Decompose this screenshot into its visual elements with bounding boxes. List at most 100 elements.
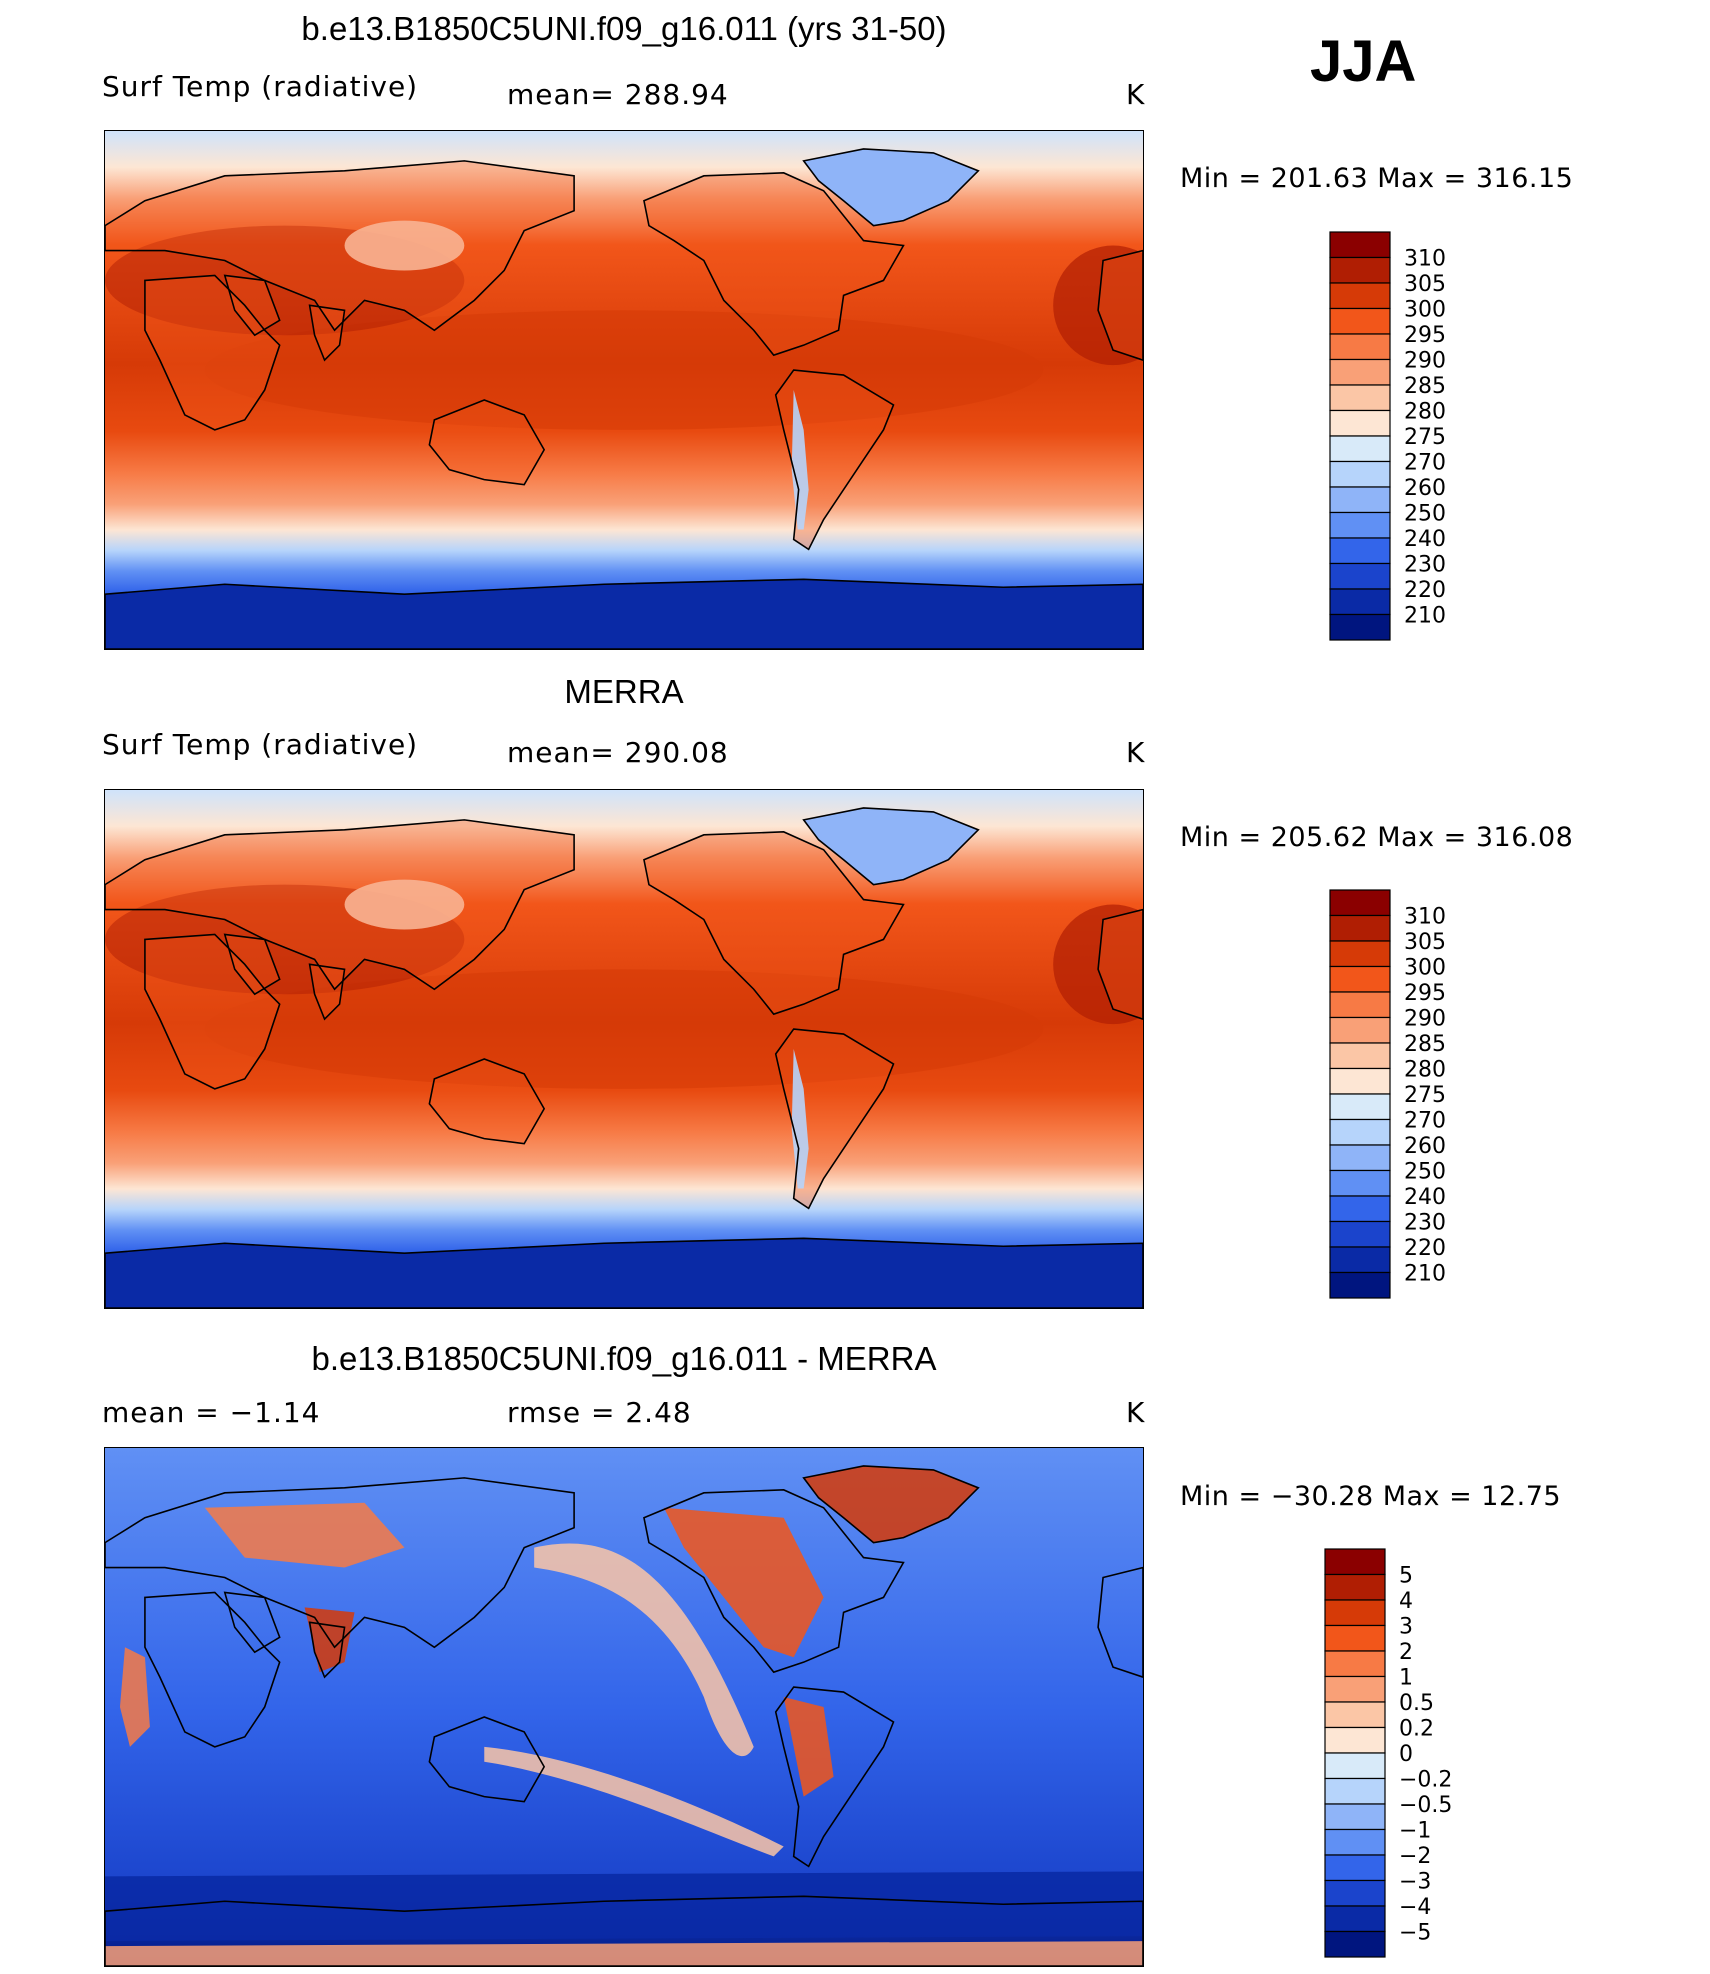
colorbar-swatch: [1324, 1599, 1386, 1627]
colorbar-tick-label: 250: [1404, 502, 1446, 527]
colorbar-tick-label: 220: [1404, 578, 1446, 603]
colorbar-swatch: [1329, 1016, 1391, 1044]
colorbar-swatch: [1329, 256, 1391, 284]
colorbar-swatch: [1329, 965, 1391, 993]
panel-3-units-label: K: [1126, 1396, 1146, 1429]
season-label: JJA: [1310, 29, 1417, 94]
colorbar-swatch: [1329, 1042, 1391, 1070]
colorbar-swatch: [1329, 1093, 1391, 1121]
colorbar-tick-label: 270: [1404, 451, 1446, 476]
colorbar-swatch: [1329, 537, 1391, 565]
colorbar-swatch: [1329, 1169, 1391, 1197]
panel-3-colorbar: 5 4 3 2 1 0.5 0.2 0 −0.2 −0.5 −1 −2 −3 −4 −5: [1323, 1547, 1523, 1959]
colorbar-tick-label: −4: [1399, 1895, 1431, 1920]
colorbar-swatch: [1329, 1144, 1391, 1172]
colorbar-tick-label: 310: [1404, 247, 1446, 272]
colorbar-tick-label: 240: [1404, 1185, 1446, 1210]
colorbar-tick-label: 300: [1404, 956, 1446, 981]
panel-2-colorbar: 310 305 300 295 290 285 280 275 270 260 250 240 230 2…: [1328, 888, 1528, 1300]
colorbar-tick-label: 305: [1404, 272, 1446, 297]
colorbar-swatch: [1324, 1701, 1386, 1729]
colorbar-swatch: [1324, 1930, 1386, 1958]
colorbar-swatch: [1329, 486, 1391, 514]
colorbar-tick-label: 210: [1404, 1262, 1446, 1287]
colorbar-tick-label: 260: [1404, 476, 1446, 501]
colorbar-tick-label: 290: [1404, 1007, 1446, 1032]
colorbar-swatch: [1329, 1195, 1391, 1223]
colorbar-swatch: [1324, 1752, 1386, 1780]
colorbar-swatch: [1329, 1067, 1391, 1095]
colorbar-tick-label: 305: [1404, 930, 1446, 955]
colorbar-tick-label: 240: [1404, 527, 1446, 552]
colorbar-swatch: [1324, 1828, 1386, 1856]
panel-2-map: [104, 789, 1144, 1309]
colorbar-tick-label: 230: [1404, 1211, 1446, 1236]
colorbar-swatch: [1329, 914, 1391, 942]
colorbar-tick-label: 2: [1399, 1640, 1413, 1665]
colorbar-tick-label: −0.5: [1399, 1793, 1452, 1818]
colorbar-tick-label: 270: [1404, 1109, 1446, 1134]
colorbar-swatch: [1329, 940, 1391, 968]
colorbar-tick-label: 260: [1404, 1134, 1446, 1159]
panel-1-map: [104, 130, 1144, 650]
colorbar-swatch: [1329, 384, 1391, 412]
colorbar-tick-label: 285: [1404, 1032, 1446, 1057]
panel-3-title: b.e13.B1850C5UNI.f09_g16.011 - MERRA: [311, 1340, 937, 1377]
panel-1-title: b.e13.B1850C5UNI.f09_g16.011 (yrs 31-50): [301, 10, 947, 47]
colorbar-tick-label: 0: [1399, 1742, 1413, 1767]
colorbar-swatch: [1324, 1548, 1386, 1576]
colorbar-tick-label: 310: [1404, 905, 1446, 930]
panel-2-title: MERRA: [564, 673, 684, 710]
colorbar-tick-label: 230: [1404, 553, 1446, 578]
panel-2-minmax: Min = 205.62 Max = 316.08: [1180, 822, 1574, 853]
colorbar-swatch: [1329, 460, 1391, 488]
colorbar-swatch: [1329, 307, 1391, 335]
colorbar-tick-label: 295: [1404, 981, 1446, 1006]
colorbar-swatch: [1329, 1220, 1391, 1248]
colorbar-tick-label: 280: [1404, 400, 1446, 425]
colorbar-tick-label: −2: [1399, 1844, 1431, 1869]
colorbar-tick-label: 295: [1404, 323, 1446, 348]
colorbar-tick-label: 250: [1404, 1160, 1446, 1185]
colorbar-tick-label: 300: [1404, 298, 1446, 323]
colorbar-swatch: [1324, 1726, 1386, 1754]
panel-2-units-label: K: [1126, 736, 1146, 769]
panel-2-variable-label: Surf Temp (radiative): [102, 728, 419, 761]
colorbar-swatch: [1324, 1879, 1386, 1907]
colorbar-swatch: [1329, 613, 1391, 641]
colorbar-swatch: [1329, 358, 1391, 386]
colorbar-swatch: [1329, 282, 1391, 310]
colorbar-swatch: [1329, 1271, 1391, 1299]
panel-3-map: [104, 1447, 1144, 1967]
colorbar-swatch: [1324, 1905, 1386, 1933]
panel-3-rmse-label: rmse = 2.48: [507, 1396, 692, 1429]
colorbar-swatch: [1324, 1650, 1386, 1678]
colorbar-tick-label: 290: [1404, 349, 1446, 374]
colorbar-swatch: [1329, 1118, 1391, 1146]
colorbar-tick-label: −5: [1399, 1921, 1431, 1946]
colorbar-tick-label: −0.2: [1399, 1768, 1452, 1793]
colorbar-swatch: [1329, 562, 1391, 590]
colorbar-tick-label: 0.2: [1399, 1717, 1434, 1742]
colorbar-swatch: [1329, 435, 1391, 463]
colorbar-swatch: [1329, 889, 1391, 917]
panel-1-units-label: K: [1126, 78, 1146, 111]
colorbar-swatch: [1329, 991, 1391, 1019]
panel-3-minmax: Min = −30.28 Max = 12.75: [1180, 1481, 1562, 1512]
panel-1-variable-label: Surf Temp (radiative): [102, 70, 419, 103]
colorbar-swatch: [1324, 1777, 1386, 1805]
colorbar-tick-label: 210: [1404, 604, 1446, 629]
colorbar-tick-label: 4: [1399, 1589, 1413, 1614]
panel-1-colorbar: 310 305 300 295 290 285 280 275 270 260 250 240 230 2…: [1328, 230, 1528, 642]
panel-1-minmax: Min = 201.63 Max = 316.15: [1180, 163, 1574, 194]
colorbar-tick-label: 5: [1399, 1564, 1413, 1589]
colorbar-tick-label: 285: [1404, 374, 1446, 399]
colorbar-swatch: [1324, 1675, 1386, 1703]
colorbar-swatch: [1324, 1624, 1386, 1652]
colorbar-tick-label: 1: [1399, 1666, 1413, 1691]
colorbar-tick-label: −1: [1399, 1819, 1431, 1844]
colorbar-swatch: [1324, 1854, 1386, 1882]
colorbar-swatch: [1329, 1246, 1391, 1274]
colorbar-swatch: [1329, 333, 1391, 361]
colorbar-tick-label: −3: [1399, 1870, 1431, 1895]
